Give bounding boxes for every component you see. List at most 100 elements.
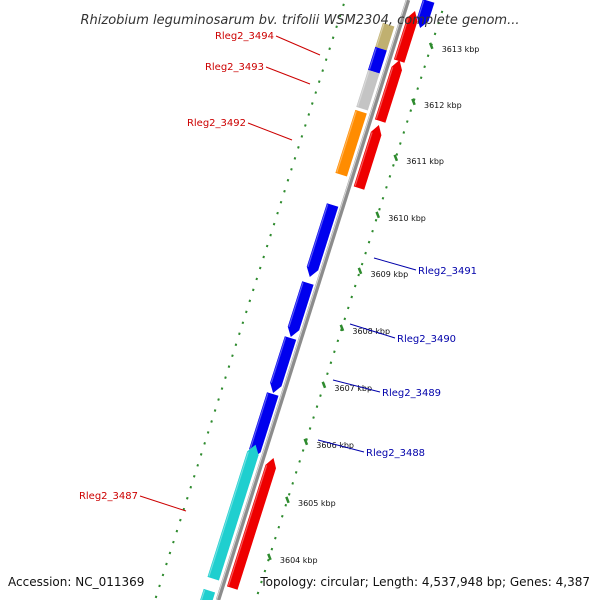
- gene-label-right: Rleg2_3489: [382, 388, 441, 399]
- ring-dot: [416, 87, 419, 91]
- feature-shine: [249, 393, 269, 450]
- feature-shine: [375, 67, 394, 119]
- ring-dot: [419, 76, 423, 80]
- feature-top-blue: [417, 0, 435, 28]
- ring-dot: [342, 3, 345, 7]
- map-title: Rhizobium leguminosarum bv. trifolii WSM…: [81, 13, 520, 28]
- ring-dot: [217, 398, 220, 401]
- tick-label: 3606 kbp: [316, 441, 354, 450]
- backbone-line: [215, 0, 411, 600]
- ring-dot: [277, 525, 281, 529]
- tick-label: 3611 kbp: [406, 157, 444, 166]
- ring-dot: [158, 584, 161, 588]
- tick-mark: [321, 381, 327, 389]
- tick-label: 3612 kbp: [424, 101, 462, 110]
- ring-dot: [307, 113, 311, 116]
- feature-shine: [227, 465, 268, 586]
- feature-shine: [417, 0, 425, 19]
- feature-shine: [336, 111, 357, 173]
- tick-label: 3605 kbp: [298, 499, 336, 508]
- ring-dot: [260, 580, 263, 584]
- feature-shine: [208, 451, 249, 577]
- topology-text: Topology: circular; Length: 4,537,948 bp…: [259, 575, 590, 589]
- feature-shine: [394, 18, 409, 59]
- feature-red: [227, 458, 276, 590]
- ring-dot: [402, 131, 406, 134]
- ring-dot: [283, 189, 286, 193]
- ring-dot: [385, 185, 388, 189]
- ring-dot: [321, 69, 324, 72]
- ring-dot: [319, 394, 322, 397]
- feature-shine: [270, 337, 287, 384]
- tick-label: 3610 kbp: [388, 214, 426, 223]
- ring-dot: [409, 109, 413, 112]
- ring-dot: [206, 431, 210, 434]
- ring-dot: [333, 350, 336, 354]
- tick-label: 3613 kbp: [442, 45, 480, 54]
- ring-dot: [378, 207, 381, 211]
- tick-mark: [339, 324, 345, 332]
- gene-labels: Rleg2_3494 Rleg2_3493 Rleg2_3492 Rleg2_3487…: [79, 31, 477, 512]
- leader-line: [349, 323, 396, 339]
- ring-dot: [276, 211, 279, 215]
- ring-dot: [172, 540, 175, 544]
- ring-dot: [279, 200, 283, 204]
- ring-dot: [312, 416, 315, 419]
- ring-dot: [336, 339, 340, 343]
- ring-dot: [281, 514, 284, 518]
- ring-dot: [196, 463, 199, 467]
- ring-dot: [426, 54, 430, 58]
- leader-line: [265, 66, 311, 85]
- feature-blue-small: [368, 46, 387, 74]
- ring-dot: [399, 142, 402, 145]
- tick-mark: [411, 98, 416, 106]
- ring-dot: [346, 306, 350, 310]
- leader-line: [275, 35, 321, 56]
- feature-shine: [200, 590, 206, 600]
- leader-line: [139, 495, 187, 512]
- dotted-rings: [154, 3, 444, 599]
- ring-dot: [210, 420, 213, 423]
- feature-cyan-partial: [200, 588, 216, 600]
- ring-dot: [392, 164, 395, 167]
- ring-dot: [199, 453, 203, 456]
- ring-dot: [290, 167, 293, 171]
- ring-dot: [262, 255, 265, 259]
- feature-shine: [376, 24, 385, 47]
- genome-backbone: [215, 0, 411, 600]
- ring-dot: [175, 529, 179, 533]
- ring-dot: [326, 372, 329, 376]
- ring-dot: [179, 518, 182, 522]
- ring-dot: [189, 485, 193, 489]
- ring-dot: [304, 124, 307, 127]
- gene-label-left: Rleg2_3494: [215, 31, 274, 42]
- gene-label-right: Rleg2_3491: [418, 266, 477, 277]
- ring-dot: [270, 547, 274, 551]
- ring-dot: [423, 65, 426, 69]
- tick-mark: [428, 42, 434, 50]
- tick-mark: [285, 496, 290, 504]
- feature-shine: [357, 71, 370, 107]
- feature-shine: [368, 48, 377, 70]
- kbp-ticks: 3613 kbp 3612 kbp 3611 kbp 3610 kbp 3609 kbp…: [267, 42, 480, 565]
- ring-dot: [353, 284, 357, 288]
- ring-dot: [371, 229, 374, 233]
- ring-dot: [300, 135, 304, 138]
- ring-dot: [343, 317, 347, 321]
- tick-label: 3607 kbp: [334, 384, 372, 393]
- tick-mark: [303, 438, 309, 446]
- feature-shine: [288, 282, 304, 328]
- ring-dot: [388, 175, 392, 178]
- gene-label-left: Rleg2_3492: [187, 118, 246, 129]
- ring-dot: [267, 558, 270, 562]
- ring-dot: [284, 503, 288, 507]
- ring-dot: [335, 25, 338, 29]
- ring-dot: [338, 14, 342, 18]
- ring-dot: [310, 102, 314, 105]
- ring-dot: [255, 277, 259, 281]
- tick-mark: [393, 154, 399, 162]
- feature-orange: [335, 109, 367, 177]
- ring-dot: [314, 91, 318, 94]
- ring-dot: [203, 442, 206, 445]
- ring-dot: [433, 32, 437, 36]
